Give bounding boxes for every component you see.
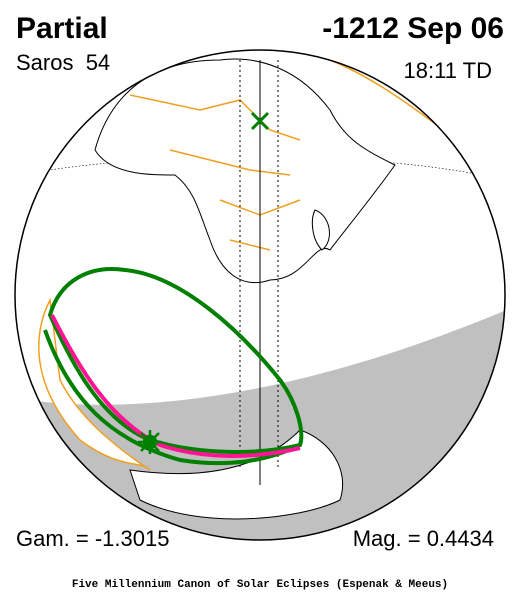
time: 18:11 TD bbox=[404, 58, 492, 83]
title: Partial bbox=[16, 12, 108, 45]
credit: Five Millennium Canon of Solar Eclipses … bbox=[72, 579, 448, 591]
madagascar bbox=[311, 209, 330, 251]
gamma: Gam. = -1.3015 bbox=[16, 526, 169, 551]
penumbra-south-limit bbox=[43, 329, 301, 466]
globe-outline bbox=[14, 49, 506, 541]
penumbra-north-limit bbox=[47, 267, 304, 454]
sunrise-curve bbox=[50, 314, 301, 458]
greatest-eclipse-marker bbox=[138, 430, 162, 454]
sub-solar-marker bbox=[250, 111, 270, 131]
date: -1212 Sep 06 bbox=[322, 12, 504, 45]
magnitude: Mag. = 0.4434 bbox=[353, 526, 494, 551]
saros: Saros 54 bbox=[16, 50, 110, 75]
